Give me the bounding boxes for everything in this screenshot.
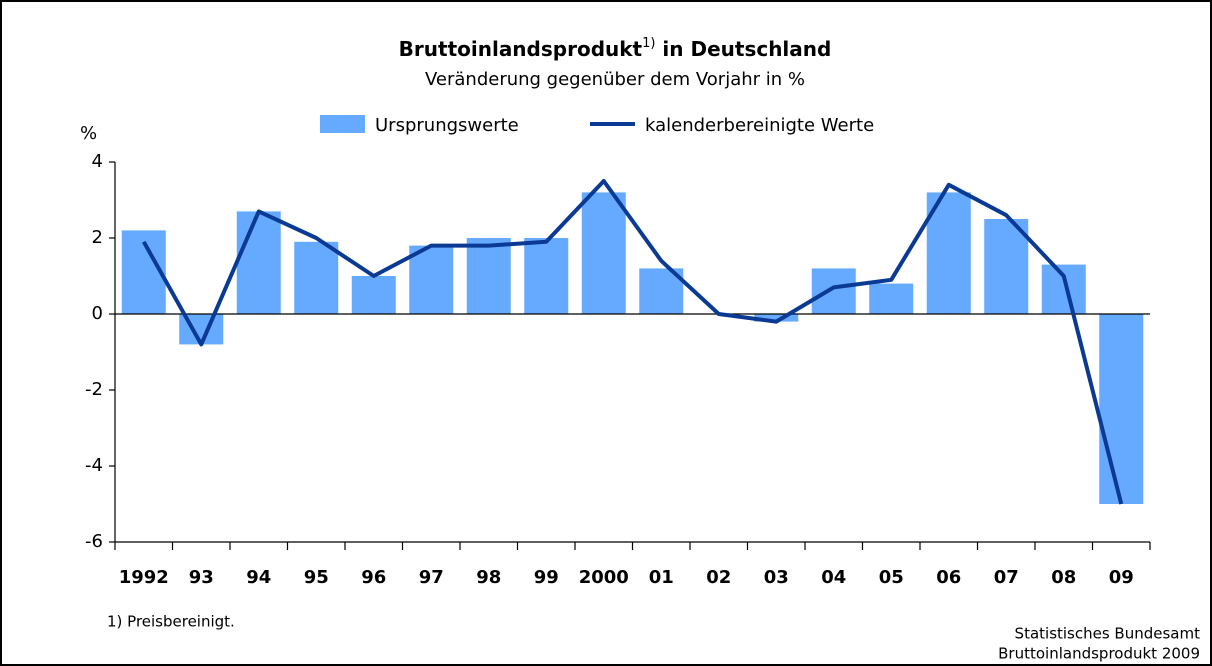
legend-swatch: [320, 115, 365, 133]
title-suffix: in Deutschland: [655, 37, 831, 61]
title-main: Bruttoinlandsprodukt: [399, 37, 643, 61]
source: Bruttoinlandsprodukt 2009: [998, 645, 1200, 663]
x-tick-label: 02: [706, 567, 731, 588]
x-tick-label: 93: [189, 567, 214, 588]
x-tick-label: 05: [879, 567, 904, 588]
source: Statistisches Bundesamt: [1015, 625, 1201, 643]
legend-label: Ursprungswerte: [375, 115, 519, 136]
x-tick-label: 1992: [119, 567, 169, 588]
x-tick-label: 94: [246, 567, 271, 588]
x-tick-label: 98: [476, 567, 501, 588]
bar: [1099, 314, 1144, 504]
y-axis-label: %: [80, 123, 97, 144]
x-tick-label: 03: [764, 567, 789, 588]
bar: [869, 283, 914, 314]
line: [142, 179, 1124, 505]
y-tick-label: -4: [85, 455, 103, 476]
bar: [236, 211, 281, 314]
x-tick-label: 2000: [579, 567, 629, 588]
x-tick-label: 07: [994, 567, 1019, 588]
y-tick-label: 0: [92, 303, 103, 324]
bar: [351, 276, 396, 314]
x-tick-label: 01: [649, 567, 674, 588]
x-tick-label: 95: [304, 567, 329, 588]
legend-label: kalenderbereinigte Werte: [645, 115, 874, 136]
bar: [294, 241, 339, 314]
x-tick-label: 08: [1051, 567, 1076, 588]
x-tick-label: 06: [936, 567, 961, 588]
bar: [524, 238, 569, 314]
x-tick-label: 97: [419, 567, 444, 588]
bar: [466, 238, 511, 314]
y-tick-label: -2: [85, 379, 103, 400]
y-tick-label: 2: [92, 227, 103, 248]
subtitle: Veränderung gegenüber dem Vorjahr in %: [425, 69, 805, 90]
title-note: 1): [642, 36, 655, 51]
bar: [984, 219, 1029, 314]
x-tick-label: 04: [821, 567, 846, 588]
x-tick-label: 99: [534, 567, 559, 588]
x-tick-label: 09: [1109, 567, 1134, 588]
bar: [409, 245, 454, 314]
bar: [754, 314, 799, 322]
footnote: 1) Preisbereinigt.: [107, 613, 235, 631]
y-tick-label: 4: [92, 151, 103, 172]
bar: [811, 268, 856, 314]
y-tick-label: -6: [85, 531, 103, 552]
x-tick-label: 96: [361, 567, 386, 588]
chart-title: Bruttoinlandsprodukt1) in Deutschland: [399, 36, 832, 61]
bar: [581, 192, 626, 314]
bar: [1041, 264, 1086, 314]
